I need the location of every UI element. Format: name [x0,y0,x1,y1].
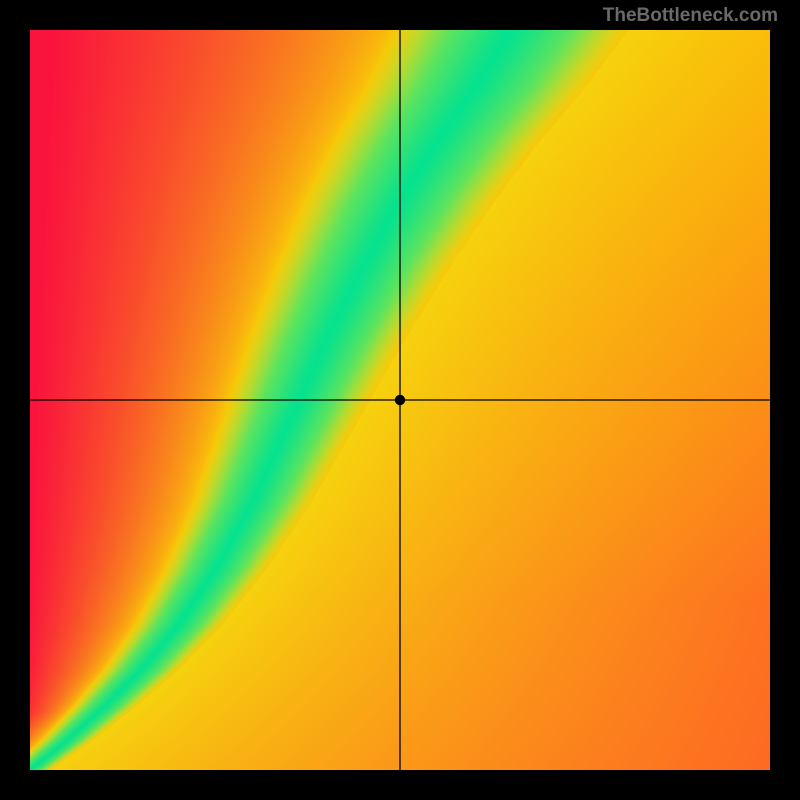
crosshair-marker [395,395,405,405]
crosshair-overlay [30,30,770,770]
chart-container: TheBottleneck.com [0,0,800,800]
watermark-text: TheBottleneck.com [603,5,778,27]
